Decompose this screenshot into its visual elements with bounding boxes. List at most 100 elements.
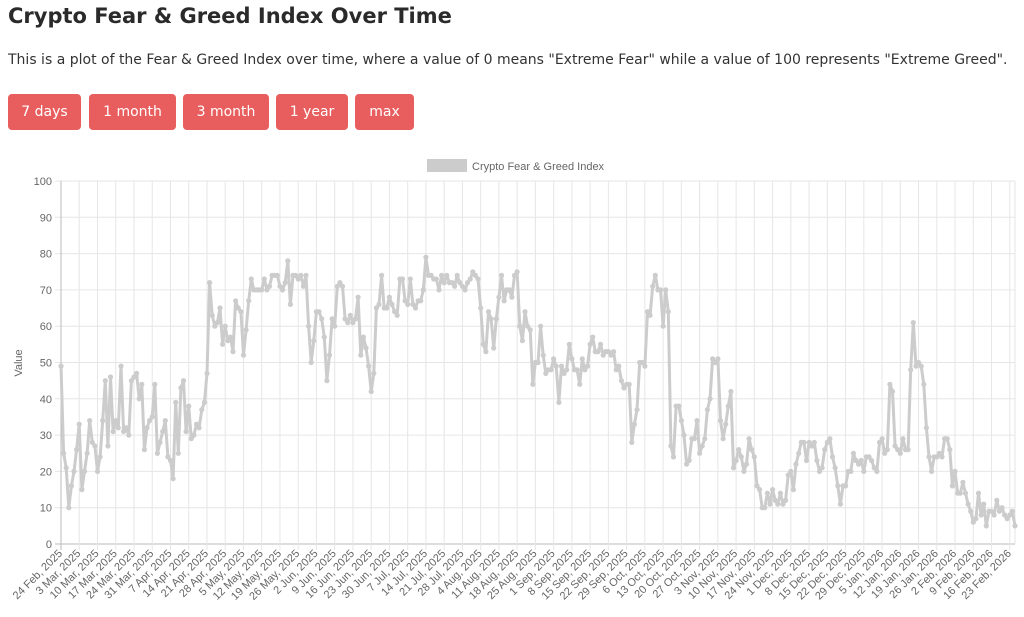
data-point: [81, 468, 88, 474]
range-1-year-button[interactable]: 1 year: [276, 94, 348, 130]
data-point: [428, 272, 434, 278]
data-point: [788, 468, 794, 474]
data-point: [300, 283, 306, 289]
data-point: [621, 385, 627, 391]
data-point: [493, 316, 499, 322]
data-point: [352, 316, 359, 322]
data-point: [173, 399, 179, 405]
data-point: [631, 421, 638, 427]
data-point: [650, 283, 656, 289]
data-point: [199, 407, 205, 413]
data-point: [134, 370, 140, 376]
data-point: [475, 276, 481, 282]
data-point: [996, 508, 1003, 514]
data-point: [751, 454, 757, 460]
data-point: [118, 363, 124, 369]
data-point: [366, 363, 372, 369]
data-point: [535, 359, 541, 366]
data-point: [274, 272, 280, 278]
data-point: [697, 450, 703, 456]
data-point: [530, 381, 536, 387]
data-point: [423, 254, 429, 260]
data-point: [879, 436, 885, 442]
series-line: [59, 255, 1017, 528]
data-point: [376, 301, 382, 307]
data-point: [694, 418, 700, 424]
data-point: [691, 436, 698, 442]
range-3-month-button[interactable]: 3 month: [183, 94, 269, 130]
data-point: [405, 301, 411, 307]
y-tick-label: 100: [34, 176, 52, 188]
data-point: [167, 457, 174, 464]
data-point: [764, 490, 771, 496]
data-point: [889, 388, 896, 395]
data-point: [392, 309, 398, 315]
data-point: [102, 378, 108, 384]
data-point: [170, 476, 176, 482]
range-max-button[interactable]: max: [355, 94, 414, 130]
data-point: [1002, 512, 1008, 518]
data-point: [94, 468, 101, 474]
data-point: [84, 450, 90, 456]
data-point: [921, 381, 927, 387]
data-point: [1012, 523, 1018, 529]
data-point: [775, 501, 781, 507]
data-point: [334, 283, 340, 289]
data-point: [832, 465, 838, 471]
data-point: [936, 450, 943, 456]
data-point: [564, 367, 570, 373]
data-point: [678, 418, 685, 424]
data-point: [371, 370, 377, 376]
data-point: [509, 294, 515, 300]
data-point: [897, 450, 903, 456]
chart-legend[interactable]: Crypto Fear & Greed Index: [427, 159, 605, 173]
data-point: [548, 367, 554, 373]
data-point: [720, 436, 726, 442]
data-point: [595, 349, 601, 355]
data-point: [884, 447, 890, 453]
data-point: [373, 305, 379, 311]
y-axis-ticks: 0 10 20 30 40 50 60 70 80 90 100: [34, 176, 52, 551]
data-point: [441, 280, 447, 286]
data-point: [793, 461, 799, 467]
data-point: [676, 403, 682, 409]
data-point: [785, 472, 791, 478]
data-point: [196, 425, 202, 431]
data-point: [71, 468, 77, 474]
data-point: [644, 309, 651, 315]
data-point: [770, 487, 776, 493]
data-point: [522, 309, 528, 315]
legend-swatch: [427, 159, 467, 172]
data-point: [308, 359, 314, 366]
range-1-month-button[interactable]: 1 month: [89, 94, 176, 130]
data-point: [128, 378, 134, 384]
data-point: [699, 443, 705, 449]
data-point: [600, 352, 606, 358]
data-point: [762, 505, 768, 511]
data-point: [1004, 516, 1010, 522]
data-point: [973, 516, 979, 522]
data-point: [386, 294, 392, 300]
data-point: [809, 443, 815, 449]
data-point: [180, 378, 187, 384]
data-point: [939, 454, 945, 460]
data-point: [506, 287, 512, 293]
range-7-days-button[interactable]: 7 days: [8, 94, 81, 130]
data-point: [240, 352, 247, 358]
data-point: [115, 425, 121, 431]
data-point: [618, 378, 625, 384]
data-point: [574, 367, 580, 373]
data-point: [399, 276, 406, 282]
data-point: [418, 298, 424, 304]
data-point: [835, 483, 841, 489]
data-point: [710, 356, 716, 362]
data-point: [730, 465, 737, 471]
data-point: [848, 468, 854, 474]
data-point: [61, 450, 67, 456]
data-point: [246, 298, 252, 304]
data-point: [248, 276, 254, 282]
data-point: [363, 345, 369, 351]
y-tick-label: 10: [40, 503, 52, 515]
data-point: [222, 323, 228, 329]
data-point: [767, 501, 773, 507]
